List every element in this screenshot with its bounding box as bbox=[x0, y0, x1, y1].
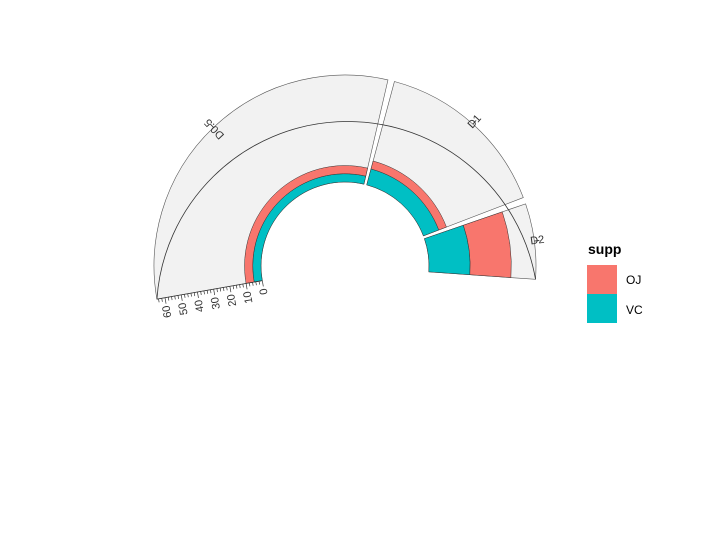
legend-title: supp bbox=[588, 241, 621, 257]
radial-minor-tick bbox=[216, 288, 218, 293]
bar-segments bbox=[244, 160, 512, 284]
category-label-d2: D2 bbox=[530, 234, 546, 248]
radial-minor-tick bbox=[203, 290, 205, 295]
category-tick bbox=[534, 240, 540, 242]
category-axis-line bbox=[156, 121, 536, 300]
sector-bg-d0-5 bbox=[153, 74, 389, 300]
legend-label-oj: OJ bbox=[626, 273, 641, 287]
radial-major-tick bbox=[180, 294, 183, 301]
bar-oj-d2 bbox=[463, 211, 512, 278]
legend-swatch-vc bbox=[587, 294, 617, 323]
radial-tick-label: 40 bbox=[193, 299, 207, 313]
radial-minor-tick bbox=[187, 293, 189, 298]
radial-minor-tick bbox=[193, 292, 196, 297]
radial-tick-label: 10 bbox=[241, 290, 255, 304]
radial-minor-tick bbox=[167, 297, 170, 301]
radial-minor-tick bbox=[158, 298, 160, 303]
radial-minor-tick bbox=[252, 282, 254, 286]
radial-minor-tick bbox=[248, 282, 251, 287]
legend-item-oj: OJ bbox=[587, 265, 641, 294]
radial-axis-line bbox=[156, 280, 263, 300]
radial-tick-label: 60 bbox=[160, 305, 174, 319]
legend-item-vc: VC bbox=[587, 294, 643, 323]
radial-minor-tick bbox=[161, 298, 163, 302]
radial-minor-tick bbox=[190, 293, 192, 297]
radial-major-tick bbox=[245, 283, 248, 290]
radial-major-tick bbox=[261, 280, 264, 287]
legend: supp OJ VC bbox=[587, 241, 643, 323]
radial-minor-tick bbox=[239, 284, 241, 289]
radial-minor-tick bbox=[232, 285, 235, 290]
radial-tick-label: 20 bbox=[225, 293, 239, 307]
radial-minor-tick bbox=[206, 290, 209, 294]
radial-major-tick bbox=[229, 286, 232, 293]
radial-minor-tick bbox=[210, 289, 212, 294]
radial-tick-label: 50 bbox=[177, 302, 191, 316]
legend-label-vc: VC bbox=[626, 303, 643, 317]
radial-minor-tick bbox=[184, 294, 186, 298]
radial-minor-tick bbox=[200, 291, 202, 295]
legend-swatch-oj bbox=[587, 265, 617, 294]
radial-minor-tick bbox=[235, 285, 238, 289]
radial-minor-tick bbox=[226, 286, 228, 291]
radial-minor-tick bbox=[174, 295, 176, 300]
radial-major-tick bbox=[213, 289, 216, 296]
radial-major-tick bbox=[197, 291, 199, 298]
radial-minor-tick bbox=[219, 287, 222, 292]
bar-oj-d0-5 bbox=[244, 165, 368, 284]
radial-major-tick bbox=[164, 297, 167, 304]
radial-minor-tick bbox=[242, 283, 244, 288]
radial-minor-tick bbox=[177, 295, 179, 299]
radial-minor-tick bbox=[171, 296, 173, 301]
radial-minor-tick bbox=[258, 281, 260, 285]
radial-minor-tick bbox=[223, 287, 225, 291]
category-tick bbox=[472, 120, 477, 125]
radial-tick-label: 0 bbox=[258, 287, 271, 295]
bar-oj-d1 bbox=[370, 160, 447, 231]
radial-tick-label: 30 bbox=[209, 296, 223, 310]
category-tick bbox=[209, 123, 214, 128]
radial-minor-tick bbox=[255, 281, 257, 286]
